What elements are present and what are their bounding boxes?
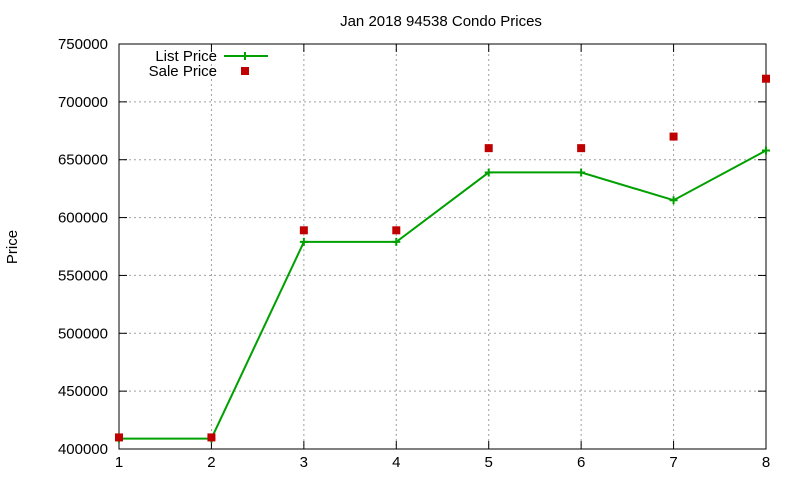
x-tick-label: 1 [115, 454, 123, 471]
data-point-sale-price [115, 433, 123, 442]
y-tick-labels: 400000 450000 500000 550000 600000 650000 7000… [58, 36, 108, 458]
y-tick-label: 400000 [58, 441, 108, 458]
x-tick-labels: 1 2 3 4 5 6 7 8 [115, 454, 770, 471]
data-point-list-price [484, 168, 493, 177]
legend: List Price Sale Price [149, 48, 268, 80]
data-point-sale-price [299, 226, 308, 235]
y-tick-label: 750000 [58, 36, 108, 53]
y-tick-label: 700000 [58, 94, 108, 111]
data-point-sale-price [484, 144, 493, 153]
data-point-sale-price [577, 144, 586, 153]
data-point-list-price [299, 237, 308, 246]
chart-title: Jan 2018 94538 Condo Prices [340, 13, 542, 30]
y-tick-label: 500000 [58, 325, 108, 342]
axis-ticks [118, 43, 767, 450]
data-point-list-price [669, 196, 678, 205]
y-tick-label: 650000 [58, 152, 108, 169]
x-tick-label: 8 [762, 454, 770, 471]
data-point-sale-price [207, 433, 216, 442]
y-tick-label: 450000 [58, 383, 108, 400]
x-tick-label: 3 [300, 454, 308, 471]
series-layer [115, 74, 770, 443]
y-tick-label: 600000 [58, 210, 108, 227]
data-point-sale-price [762, 74, 770, 83]
x-tick-label: 7 [669, 454, 677, 471]
x-tick-label: 2 [207, 454, 215, 471]
data-point-list-price [762, 146, 770, 155]
legend-label-list-price: List Price [155, 48, 217, 65]
y-axis-label: Price [4, 230, 21, 264]
data-point-sale-price [392, 226, 401, 235]
x-tick-label: 5 [485, 454, 493, 471]
data-point-list-price [392, 237, 401, 246]
data-point-sale-price [669, 132, 678, 141]
legend-marker-sale-price [241, 67, 249, 75]
x-tick-label: 4 [392, 454, 400, 471]
legend-marker-list-price [241, 52, 249, 60]
legend-label-sale-price: Sale Price [149, 63, 217, 80]
x-tick-label: 6 [577, 454, 585, 471]
grid-lines [119, 44, 766, 449]
y-tick-label: 550000 [58, 267, 108, 284]
plot-frame [118, 43, 767, 450]
data-point-list-price [577, 168, 586, 177]
series-line-list-price [119, 149, 767, 440]
